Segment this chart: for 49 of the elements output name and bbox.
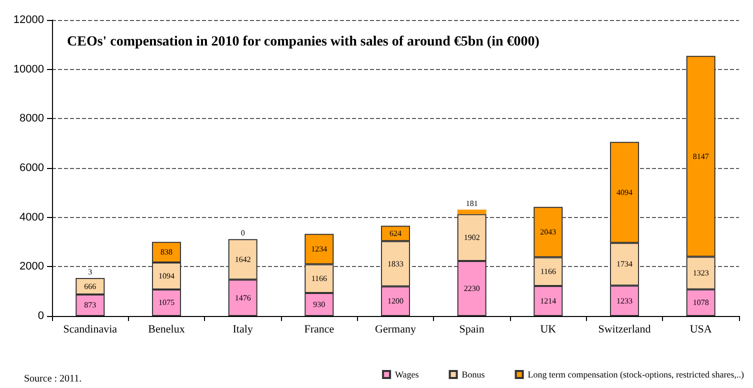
y-tick-label: 8000 (20, 112, 44, 125)
y-tick-label: 10000 (13, 63, 44, 76)
data-label: 1200 (388, 296, 404, 306)
data-label: 8147 (692, 152, 709, 161)
legend-label: Wages (395, 370, 420, 380)
data-label: 3 (88, 267, 92, 276)
data-label: 1214 (540, 296, 556, 306)
x-tick-label: Scandinavia (63, 324, 118, 336)
x-tick-label: Benelux (148, 324, 186, 336)
data-label: 4094 (616, 188, 632, 197)
y-tick-label: 2000 (20, 260, 44, 273)
data-label: 1233 (616, 296, 632, 306)
data-label: 1323 (692, 268, 709, 278)
x-tick-label: USA (690, 324, 712, 336)
text: CEOs' compensation in 2010 for companies with sales of around €5bn (in €000) (67, 34, 540, 50)
x-tick-label: UK (540, 324, 556, 336)
data-label: 1902 (464, 233, 480, 242)
data-label: 873 (84, 300, 96, 310)
data-label: 181 (466, 199, 478, 208)
x-tick-label: Italy (232, 324, 254, 336)
source-note: Source : 2011. (24, 374, 82, 384)
data-label: 1078 (692, 298, 709, 308)
data-label: 2043 (540, 228, 556, 237)
x-tick-label: France (304, 324, 334, 336)
data-label: 1642 (234, 254, 251, 264)
data-label: 1166 (540, 267, 556, 276)
data-label: 1075 (158, 298, 174, 308)
data-label: 1476 (234, 293, 251, 302)
data-label: 1734 (616, 260, 632, 269)
data-label: 838 (160, 248, 172, 257)
x-tick-label: Germany (375, 324, 416, 336)
x-tick-label: Switzerland (598, 324, 652, 336)
data-label: 1166 (311, 274, 328, 284)
data-label: 1094 (158, 271, 174, 280)
x-tick-label: Spain (459, 324, 485, 336)
data-label: 2230 (464, 284, 480, 293)
data-label: 1833 (388, 259, 404, 268)
data-label: 1234 (311, 244, 328, 254)
bar (457, 210, 486, 214)
data-label: 0 (240, 228, 245, 238)
data-label: 624 (390, 228, 402, 238)
data-label: 930 (313, 300, 326, 310)
y-tick-label: 0 (38, 310, 44, 322)
y-tick-label: 12000 (13, 14, 44, 26)
legend-label: Bonus (462, 370, 486, 380)
y-tick-label: 4000 (20, 211, 44, 224)
legend-label: Long term compensation (stock-options, restricted shares,..) (528, 370, 744, 380)
y-tick-label: 6000 (20, 162, 44, 174)
data-label: 666 (84, 282, 96, 291)
